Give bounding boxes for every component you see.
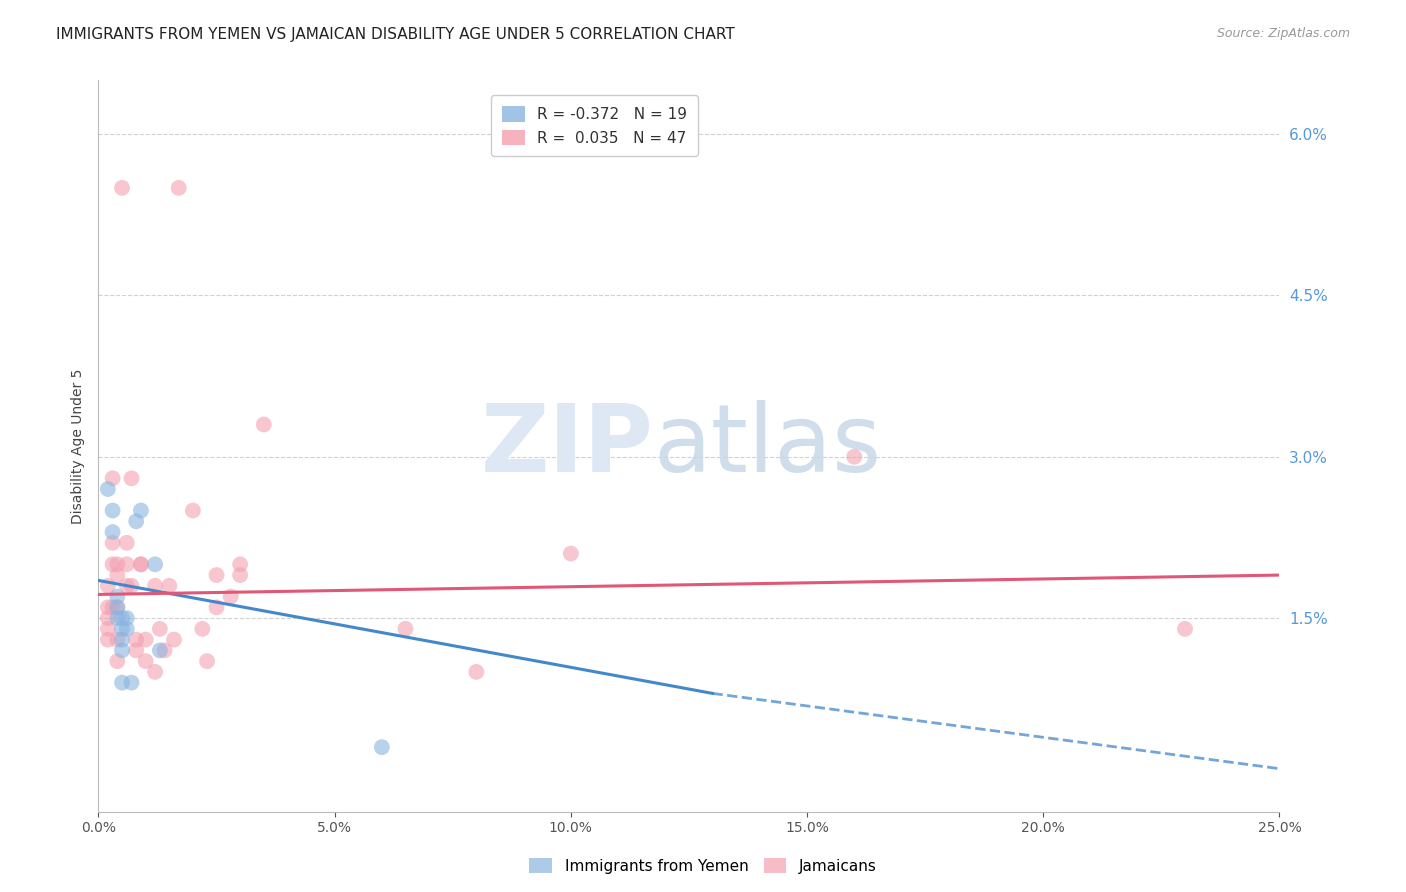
Point: [101, 558, 124, 572]
Point: [105, 590, 128, 604]
Point: [101, 536, 124, 550]
Y-axis label: Disability Age Under 5: Disability Age Under 5: [70, 368, 84, 524]
Point: [115, 611, 138, 625]
Point: [129, 558, 152, 572]
Point: [97, 632, 120, 647]
Point: [97, 611, 120, 625]
Point: [143, 579, 166, 593]
Point: [195, 654, 218, 668]
Point: [129, 558, 152, 572]
Point: [1174, 622, 1197, 636]
Text: Source: ZipAtlas.com: Source: ZipAtlas.com: [1216, 27, 1350, 40]
Point: [121, 579, 143, 593]
Point: [163, 632, 186, 647]
Point: [465, 665, 488, 679]
Point: [253, 417, 276, 432]
Point: [129, 503, 152, 517]
Point: [101, 600, 124, 615]
Point: [167, 181, 190, 195]
Point: [101, 503, 124, 517]
Point: [111, 675, 134, 690]
Point: [135, 654, 157, 668]
Text: IMMIGRANTS FROM YEMEN VS JAMAICAN DISABILITY AGE UNDER 5 CORRELATION CHART: IMMIGRANTS FROM YEMEN VS JAMAICAN DISABI…: [56, 27, 735, 42]
Point: [125, 632, 148, 647]
Point: [111, 611, 134, 625]
Point: [105, 611, 128, 625]
Point: [115, 536, 138, 550]
Legend: Immigrants from Yemen, Jamaicans: Immigrants from Yemen, Jamaicans: [523, 852, 883, 880]
Point: [121, 471, 143, 485]
Point: [111, 181, 134, 195]
Point: [371, 740, 394, 755]
Point: [111, 632, 134, 647]
Point: [97, 482, 120, 496]
Point: [105, 600, 128, 615]
Point: [97, 600, 120, 615]
Point: [844, 450, 866, 464]
Point: [560, 547, 582, 561]
Point: [229, 568, 252, 582]
Point: [115, 579, 138, 593]
Point: [125, 643, 148, 657]
Text: atlas: atlas: [654, 400, 882, 492]
Point: [157, 579, 180, 593]
Point: [143, 665, 166, 679]
Point: [205, 568, 228, 582]
Point: [101, 471, 124, 485]
Text: ZIP: ZIP: [481, 400, 654, 492]
Legend: R = -0.372   N = 19, R =  0.035   N = 47: R = -0.372 N = 19, R = 0.035 N = 47: [491, 95, 697, 156]
Point: [181, 503, 204, 517]
Point: [125, 514, 148, 528]
Point: [105, 654, 128, 668]
Point: [143, 558, 166, 572]
Point: [105, 568, 128, 582]
Point: [111, 622, 134, 636]
Point: [101, 524, 124, 539]
Point: [115, 622, 138, 636]
Point: [97, 622, 120, 636]
Point: [149, 622, 172, 636]
Point: [105, 600, 128, 615]
Point: [229, 558, 252, 572]
Point: [111, 643, 134, 657]
Point: [219, 590, 242, 604]
Point: [121, 675, 143, 690]
Point: [191, 622, 214, 636]
Point: [149, 643, 172, 657]
Point: [153, 643, 176, 657]
Point: [205, 600, 228, 615]
Point: [105, 558, 128, 572]
Point: [115, 558, 138, 572]
Point: [394, 622, 416, 636]
Point: [105, 632, 128, 647]
Point: [97, 579, 120, 593]
Point: [135, 632, 157, 647]
